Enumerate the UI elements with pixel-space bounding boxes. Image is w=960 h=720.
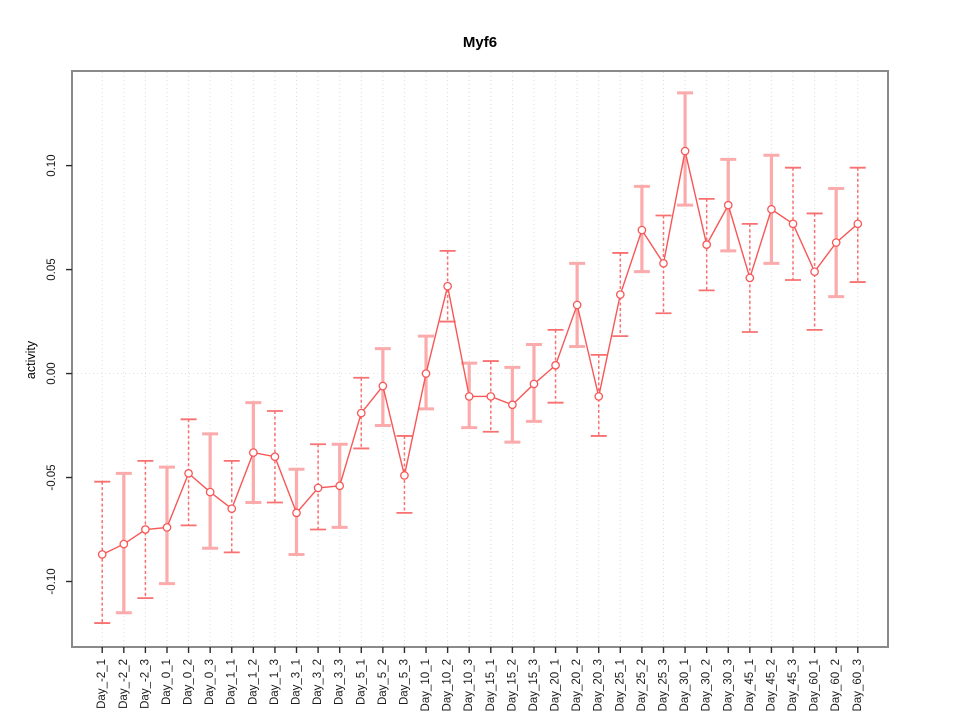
x-tick-label: Day_0_3 (204, 659, 216, 705)
data-point (400, 471, 409, 480)
x-tick-label: Day_10_2 (442, 659, 454, 711)
x-tick-label: Day_30_1 (679, 659, 691, 711)
data-point (141, 525, 150, 534)
data-point (788, 219, 798, 229)
data-point (615, 290, 625, 299)
data-point (594, 392, 604, 401)
x-tick-label: Day_3_3 (334, 659, 346, 705)
x-tick-label: Day_60_1 (809, 659, 821, 711)
data-point (227, 504, 237, 514)
data-point (745, 273, 755, 283)
data-point (378, 381, 388, 391)
data-point (248, 448, 258, 457)
data-point (767, 204, 776, 214)
data-point (184, 469, 193, 478)
x-tick-label: Day_5_2 (377, 659, 389, 705)
x-tick-label: Day_15_3 (528, 659, 540, 711)
data-point (810, 267, 819, 277)
x-tick-label: Day_30_2 (701, 659, 713, 711)
x-tick-label: Day_10_1 (420, 659, 432, 711)
data-point (551, 360, 560, 370)
x-tick-label: Day_45_2 (765, 659, 777, 711)
data-point (659, 258, 668, 268)
data-point (356, 408, 366, 418)
data-point (572, 300, 582, 310)
data-point (313, 483, 323, 493)
data-point (464, 392, 474, 401)
data-point (723, 200, 733, 210)
data-point (831, 238, 841, 247)
x-tick-label: Day_25_2 (636, 659, 648, 711)
x-tick-label: Day_60_2 (830, 659, 842, 711)
data-point (529, 379, 539, 389)
data-point (97, 550, 107, 559)
x-tick-label: Day_-2_1 (96, 659, 108, 709)
x-tick-label: Day_15_2 (506, 659, 518, 711)
data-point (119, 539, 129, 549)
data-point (335, 481, 345, 491)
x-tick-label: Day_3_2 (312, 659, 324, 705)
data-point (270, 452, 280, 462)
x-tick-label: Day_-2_3 (139, 659, 151, 709)
x-tick-label: Day_1_3 (269, 659, 281, 705)
x-tick-label: Day_10_3 (463, 659, 475, 711)
data-point (443, 281, 452, 291)
y-tick-label: 0.05 (46, 258, 58, 280)
x-tick-label: Day_0_2 (183, 659, 195, 705)
data-point (680, 146, 690, 156)
x-tick-label: Day_45_1 (744, 659, 756, 711)
x-tick-label: Day_5_1 (355, 659, 367, 705)
data-point (508, 400, 517, 410)
x-tick-label: Day_60_3 (852, 659, 864, 711)
x-tick-label: Day_25_1 (614, 659, 626, 711)
x-tick-label: Day_30_3 (722, 659, 734, 711)
data-point (292, 508, 301, 518)
series-line (101, 150, 859, 556)
x-tick-label: Day_3_1 (291, 659, 303, 705)
x-tick-label: Day_0_1 (161, 659, 173, 705)
y-tick-label: 0.00 (46, 362, 58, 384)
x-tick-label: Day_5_3 (398, 659, 410, 705)
y-tick-label: -0.05 (46, 464, 58, 490)
data-point (205, 487, 215, 497)
data-point (162, 523, 172, 532)
x-tick-label: Day_15_1 (485, 659, 497, 711)
x-tick-label: Day_20_2 (571, 659, 583, 711)
data-point (486, 392, 496, 401)
x-tick-label: Day_1_1 (226, 659, 238, 705)
data-point (853, 219, 863, 229)
data-point (421, 369, 431, 378)
chart-title: Myf6 (462, 34, 498, 51)
x-tick-label: Day_20_3 (593, 659, 605, 711)
data-point (702, 240, 712, 249)
x-tick-label: Day_1_2 (247, 659, 259, 705)
data-point (637, 225, 647, 235)
x-tick-label: Day_20_1 (550, 659, 562, 711)
plot-box (71, 70, 889, 648)
x-tick-label: Day_45_3 (787, 659, 799, 711)
y-tick-label: -0.10 (46, 568, 58, 594)
x-tick-label: Day_-2_2 (118, 659, 130, 709)
x-tick-label: Day_25_3 (657, 659, 669, 711)
y-tick-label: 0.10 (46, 154, 58, 176)
